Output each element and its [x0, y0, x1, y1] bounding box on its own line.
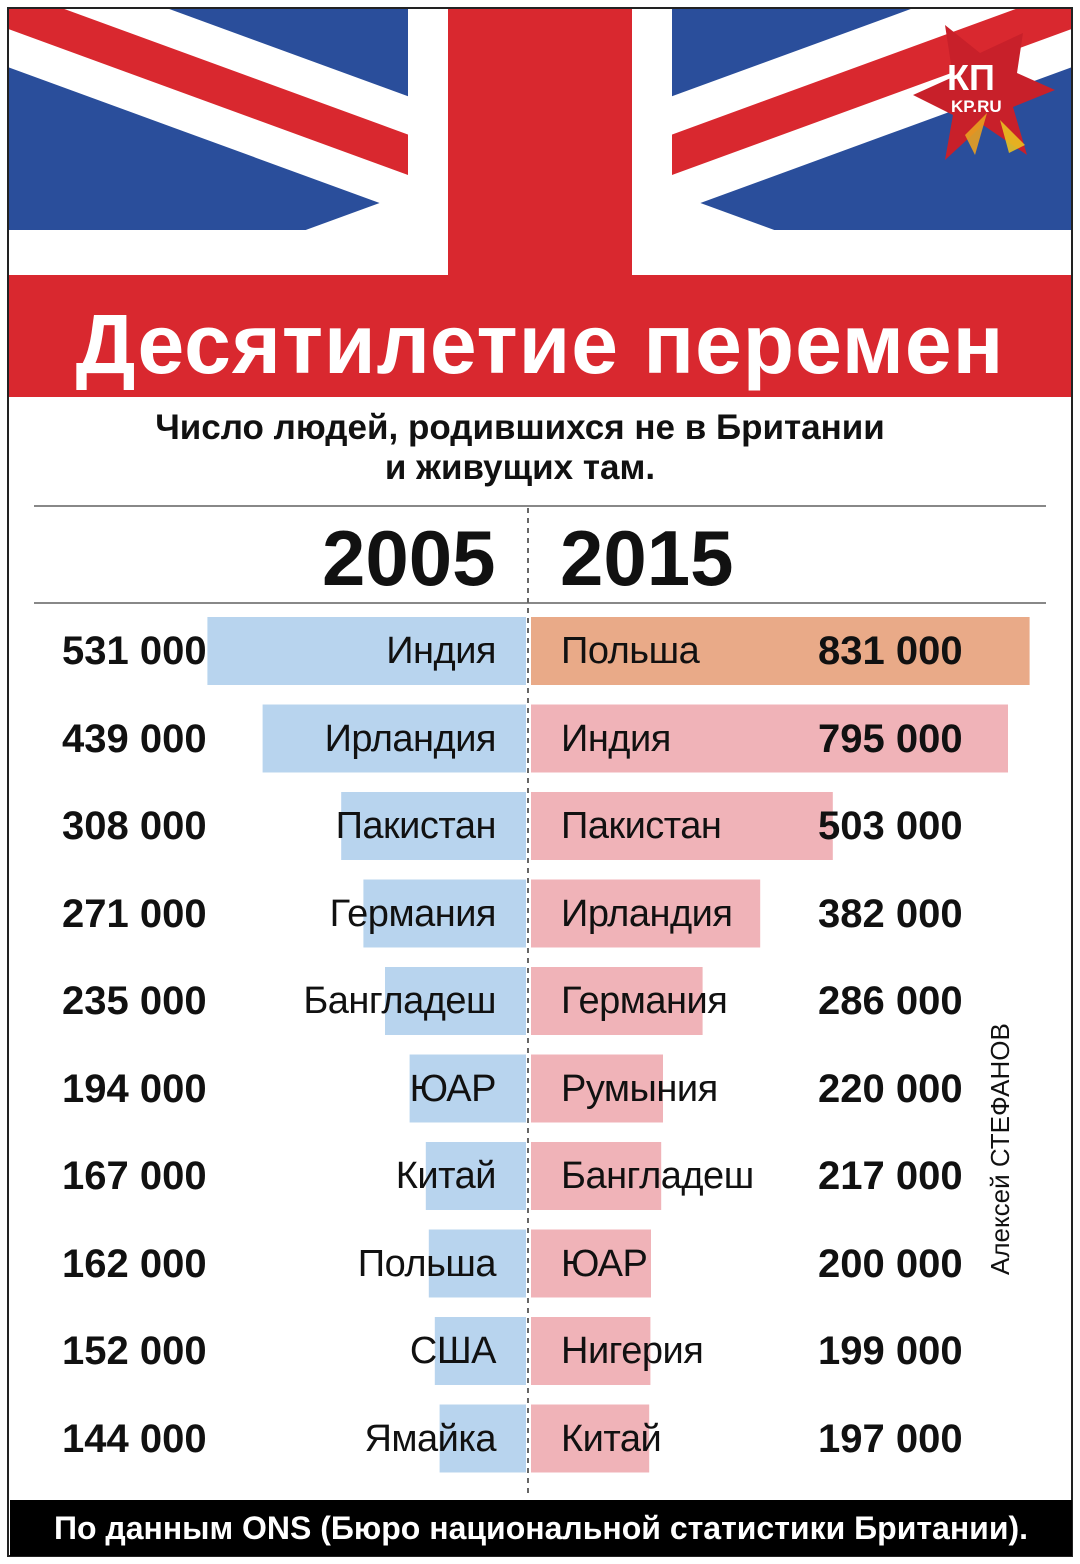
country-2005: Бангладеш — [303, 980, 496, 1022]
bar-2005 — [341, 792, 526, 860]
bar-2015 — [531, 704, 1008, 773]
country-2005: Германия — [329, 892, 497, 935]
bar-2005 — [207, 617, 526, 685]
subtitle-line-1: Число людей, родившихся не в Британии — [155, 408, 885, 447]
bar-2015 — [531, 792, 833, 860]
year-2005-header: 2005 — [322, 514, 496, 602]
value-2005: 439 000 — [62, 716, 207, 761]
bar-2015 — [531, 1142, 662, 1210]
bars-group — [207, 617, 1030, 1473]
country-2015: Германия — [561, 980, 728, 1022]
value-2015: 831 000 — [818, 629, 963, 673]
value-2015: 197 000 — [818, 1416, 963, 1461]
value-2005: 271 000 — [62, 891, 207, 936]
value-2015: 382 000 — [818, 891, 963, 936]
union-jack-flag — [9, 9, 1071, 397]
bar-2005 — [434, 1317, 526, 1385]
country-2005: Ямайка — [364, 1417, 496, 1460]
country-2005: ЮАР — [409, 1067, 497, 1110]
country-2015: ЮАР — [561, 1242, 648, 1285]
bar-2005 — [439, 1404, 526, 1473]
bar-2015 — [531, 1404, 650, 1473]
bar-2015 — [531, 1229, 651, 1298]
country-2015: Индия — [561, 717, 671, 760]
logo-star-shape — [913, 25, 1055, 160]
bar-2005 — [425, 1142, 526, 1210]
country-2015: Пакистан — [561, 805, 722, 847]
value-2005: 152 000 — [62, 1329, 207, 1373]
outer-border — [7, 7, 1073, 1557]
country-2005: Пакистан — [335, 805, 497, 847]
value-2015: 795 000 — [818, 716, 963, 761]
bar-2015 — [531, 1054, 663, 1123]
value-2015: 200 000 — [818, 1241, 963, 1286]
value-2005: 194 000 — [62, 1066, 207, 1111]
country-2015: Румыния — [561, 1067, 718, 1110]
bar-2015 — [531, 617, 1030, 685]
value-2005: 308 000 — [62, 804, 207, 848]
footer-bar: По данным ONS (Бюро национальной статист… — [10, 1500, 1072, 1556]
value-2005: 144 000 — [62, 1416, 207, 1461]
value-2015: 220 000 — [818, 1066, 963, 1111]
value-2005: 531 000 — [62, 629, 207, 673]
value-2015: 199 000 — [818, 1329, 963, 1373]
value-2015: 503 000 — [818, 804, 963, 848]
chart-title: Десятилетие перемен — [75, 297, 1005, 391]
kp-logo: КП KP.RU — [905, 15, 1065, 165]
country-2015: Нигерия — [561, 1330, 704, 1372]
subtitle-line-2: и живущих там. — [384, 448, 656, 487]
country-2005: Польша — [357, 1242, 497, 1285]
bar-2005 — [385, 967, 526, 1035]
country-2015: Ирландия — [561, 892, 733, 935]
country-2015: Польша — [561, 630, 700, 672]
value-2005: 235 000 — [62, 979, 207, 1023]
value-2015: 217 000 — [818, 1154, 963, 1198]
source-note: По данным ONS (Бюро национальной статист… — [53, 1510, 1029, 1546]
bar-2005 — [363, 879, 526, 948]
bar-2015 — [531, 1317, 651, 1385]
bar-2015 — [531, 967, 703, 1035]
country-2015: Бангладеш — [561, 1155, 754, 1197]
value-2005: 162 000 — [62, 1241, 207, 1286]
country-2015: Китай — [561, 1417, 662, 1460]
logo-site-text: KP.RU — [951, 97, 1002, 116]
year-2015-header: 2015 — [560, 514, 734, 602]
country-2005: Индия — [386, 630, 496, 672]
logo-brand-text: КП — [947, 57, 995, 98]
bar-2005 — [409, 1054, 526, 1123]
country-2005: США — [409, 1330, 497, 1372]
bar-2005 — [262, 704, 526, 773]
author-credit: Алексей СТЕФАНОВ — [985, 1023, 1015, 1275]
value-2005: 167 000 — [62, 1154, 207, 1198]
bar-2005 — [428, 1229, 526, 1298]
value-2015: 286 000 — [818, 979, 963, 1023]
bar-2015 — [531, 879, 761, 948]
country-2005: Китай — [395, 1155, 497, 1197]
chart-subtitle: Число людей, родившихся не в Британии и … — [0, 408, 1040, 488]
country-2005: Ирландия — [324, 717, 497, 760]
